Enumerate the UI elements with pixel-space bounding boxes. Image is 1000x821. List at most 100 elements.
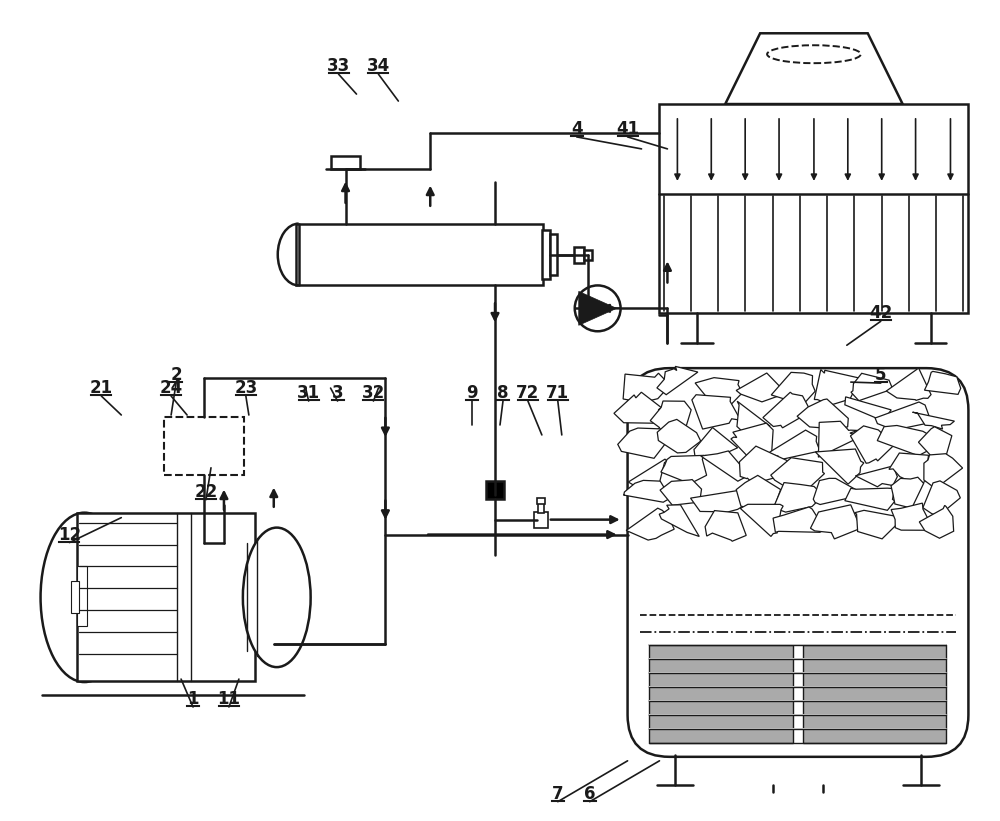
Polygon shape [877, 425, 935, 456]
Text: 71: 71 [546, 384, 569, 402]
Polygon shape [763, 392, 811, 428]
Polygon shape [661, 456, 707, 484]
Polygon shape [773, 507, 825, 532]
Polygon shape [913, 412, 954, 429]
Polygon shape [659, 505, 699, 536]
Polygon shape [650, 401, 691, 430]
Polygon shape [736, 373, 786, 401]
Polygon shape [771, 373, 815, 405]
Text: 22: 22 [194, 483, 218, 501]
Text: 9: 9 [466, 384, 478, 402]
Polygon shape [657, 366, 698, 395]
Polygon shape [886, 368, 931, 401]
Ellipse shape [41, 512, 128, 682]
Polygon shape [919, 506, 954, 539]
Text: 72: 72 [516, 384, 540, 402]
Polygon shape [850, 426, 894, 463]
Polygon shape [771, 457, 825, 489]
Text: 3: 3 [332, 384, 343, 402]
Polygon shape [694, 428, 738, 458]
Text: 33: 33 [327, 57, 350, 76]
Polygon shape [854, 511, 900, 539]
Polygon shape [923, 481, 960, 516]
Bar [803, 645, 946, 743]
Bar [649, 645, 793, 743]
Polygon shape [736, 475, 781, 510]
Text: 24: 24 [159, 379, 183, 397]
Bar [542, 230, 550, 279]
Polygon shape [624, 480, 670, 502]
Bar [550, 234, 557, 276]
Polygon shape [875, 402, 929, 430]
Polygon shape [818, 421, 861, 457]
Polygon shape [924, 454, 963, 488]
Text: 8: 8 [497, 384, 509, 402]
Circle shape [575, 286, 621, 331]
Polygon shape [701, 451, 754, 481]
Text: 21: 21 [90, 379, 113, 397]
Polygon shape [815, 449, 864, 484]
Polygon shape [773, 483, 823, 512]
Polygon shape [845, 488, 895, 511]
Polygon shape [725, 34, 903, 104]
Polygon shape [845, 397, 891, 421]
Bar [534, 511, 548, 528]
Bar [486, 481, 504, 498]
Polygon shape [660, 479, 702, 505]
Polygon shape [891, 503, 934, 530]
Bar [331, 156, 360, 169]
Polygon shape [623, 374, 667, 402]
Polygon shape [768, 430, 820, 461]
Polygon shape [810, 505, 862, 539]
Bar [164, 417, 244, 475]
Polygon shape [813, 479, 864, 505]
Text: 6: 6 [584, 785, 595, 803]
Polygon shape [891, 477, 924, 508]
Polygon shape [731, 423, 773, 457]
Text: 2: 2 [170, 366, 182, 384]
Bar [538, 502, 544, 512]
Bar [537, 498, 545, 504]
Bar [584, 250, 592, 259]
Text: 31: 31 [297, 384, 320, 402]
Polygon shape [889, 453, 928, 486]
Bar [574, 246, 584, 263]
Bar [659, 104, 968, 314]
Text: 41: 41 [616, 120, 639, 138]
Text: 12: 12 [58, 525, 81, 544]
Text: 34: 34 [367, 57, 390, 76]
Bar [77, 512, 255, 681]
Text: 5: 5 [875, 366, 886, 384]
Polygon shape [851, 374, 898, 401]
Bar [77, 566, 87, 626]
Text: 7: 7 [552, 785, 564, 803]
Text: 4: 4 [571, 120, 583, 138]
Text: 23: 23 [234, 379, 257, 397]
Polygon shape [691, 490, 743, 512]
Polygon shape [739, 446, 787, 484]
Polygon shape [705, 511, 746, 541]
Bar [296, 223, 543, 286]
Text: 11: 11 [217, 690, 240, 708]
Polygon shape [579, 291, 617, 325]
Polygon shape [657, 420, 701, 453]
Ellipse shape [243, 528, 311, 667]
Polygon shape [626, 508, 674, 540]
Polygon shape [692, 395, 741, 429]
Polygon shape [797, 399, 848, 429]
Polygon shape [618, 428, 670, 458]
Text: 42: 42 [869, 305, 892, 323]
Polygon shape [695, 378, 743, 406]
Polygon shape [740, 504, 783, 536]
Bar [71, 581, 79, 613]
Polygon shape [737, 401, 770, 435]
Polygon shape [814, 369, 860, 406]
Polygon shape [855, 464, 900, 487]
FancyBboxPatch shape [628, 368, 968, 757]
Polygon shape [918, 427, 952, 461]
Polygon shape [924, 371, 961, 394]
Polygon shape [628, 459, 672, 488]
Text: 1: 1 [187, 690, 199, 708]
Text: 32: 32 [362, 384, 385, 402]
Polygon shape [614, 392, 661, 424]
